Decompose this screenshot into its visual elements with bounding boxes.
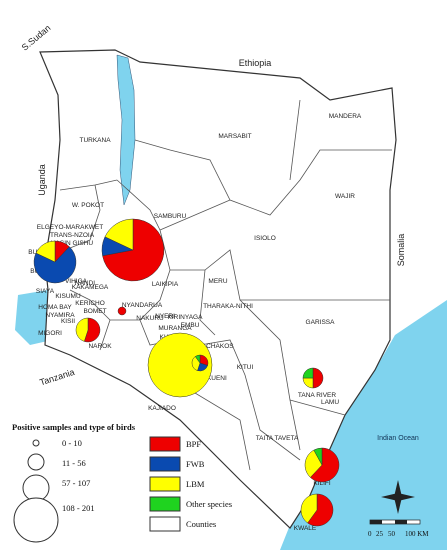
country-label: Uganda <box>37 164 47 196</box>
type-label: Counties <box>186 519 216 529</box>
county-label: LAMU <box>321 399 339 406</box>
type-swatch <box>149 456 181 472</box>
country-label: S.Sudan <box>20 23 53 53</box>
pie-slice <box>104 218 134 251</box>
size-label: 0 - 10 <box>62 438 82 448</box>
scale-bar: 0 25 50 100 KM <box>368 519 429 538</box>
county-label: NAKURU <box>136 315 164 322</box>
lake-victoria <box>15 290 52 345</box>
county-label: NYAMIRA <box>45 312 75 319</box>
pie-slice <box>194 354 201 364</box>
pie-slice <box>75 317 89 342</box>
size-symbol <box>13 497 59 543</box>
type-label: FWB <box>186 459 205 469</box>
pie-slice <box>310 447 340 483</box>
size-label: 108 - 201 <box>62 503 95 513</box>
legend: Positive samples and type of birds 0 - 1… <box>12 422 232 543</box>
pie-markers <box>33 218 340 527</box>
pie-slice <box>300 493 318 524</box>
county-label: THARAKA-NITHI <box>203 303 253 310</box>
county-label: GARISSA <box>306 319 336 326</box>
type-label: LBM <box>186 479 205 489</box>
county-label: SIAYA <box>36 288 55 295</box>
county-label: KISII <box>61 318 75 325</box>
pie-slice <box>35 240 56 263</box>
size-label: 11 - 56 <box>62 458 86 468</box>
county-label: TANA RIVER <box>298 392 336 399</box>
county-label: NANDI <box>75 280 95 287</box>
pie-slice <box>313 447 323 466</box>
country-label: Ethiopia <box>239 58 272 68</box>
county-labels: TURKANA MARSABIT MANDERA WAJIR W. POKOT SAMBU… <box>28 113 362 532</box>
county-label: MURANGA <box>158 325 192 332</box>
county-label: KISUMU <box>55 293 81 300</box>
county-label: MAKUENI <box>197 375 227 382</box>
north-arrow <box>381 480 415 514</box>
scale-label: 0 <box>368 530 372 538</box>
scale-label: 25 <box>376 530 384 538</box>
county-label: W. POKOT <box>72 202 104 209</box>
county-label: MARSABIT <box>218 133 251 140</box>
lake-turkana <box>116 54 136 206</box>
county-label: KAKAMEGA <box>72 284 109 291</box>
county-label: KAJIADO <box>148 405 176 412</box>
county-label: TURKANA <box>79 137 111 144</box>
type-swatch <box>149 496 181 512</box>
county-label: KWALE <box>294 525 317 532</box>
pie-slice <box>147 332 213 398</box>
type-swatch <box>149 436 181 452</box>
county-label: LAIKIPIA <box>152 281 179 288</box>
scale-label: 50 <box>388 530 396 538</box>
type-label: BPF <box>186 439 201 449</box>
county-label: KERICHO <box>75 300 105 307</box>
county-label: ISIOLO <box>254 235 276 242</box>
county-label: MIGORI <box>38 330 62 337</box>
county-label: MACHAKOS <box>196 343 234 350</box>
county-label: EMBU <box>181 322 200 329</box>
county-label: UASIN GISHU <box>51 240 94 247</box>
type-swatch <box>149 516 181 532</box>
county-label: NYANDARUA <box>122 302 163 309</box>
country-label: Indian Ocean <box>377 435 419 442</box>
pie-slice <box>307 493 334 527</box>
ocean <box>280 300 447 550</box>
size-symbol <box>32 439 40 447</box>
county-label: KILIFI <box>313 480 331 487</box>
county-label: WAJIR <box>335 193 355 200</box>
country-label: Somalia <box>396 234 406 267</box>
size-symbol <box>22 474 50 502</box>
county-label: ELGEYO-MARAKWET <box>37 224 103 231</box>
county-label: TAITA TAVETA <box>256 435 299 442</box>
type-label: Other species <box>186 499 232 509</box>
county-label: TRANS-NZOIA <box>50 232 95 239</box>
size-label: 57 - 107 <box>62 478 90 488</box>
county-label: SAMBURU <box>154 213 187 220</box>
county-boundaries <box>59 99 392 471</box>
county-label: MANDERA <box>329 113 362 120</box>
pie-slice <box>304 449 323 478</box>
county-label: NYERI <box>155 313 175 320</box>
legend-title: Positive samples and type of birds <box>12 422 136 432</box>
country-label: Tanzania <box>38 367 75 388</box>
pie-slice <box>302 367 314 379</box>
county-label: KITUI <box>237 364 254 371</box>
county-label: NAROK <box>88 343 112 350</box>
scale-label: 100 KM <box>405 530 429 538</box>
size-symbol <box>27 453 45 471</box>
type-swatch <box>149 476 181 492</box>
county-label: BOMET <box>83 308 106 315</box>
pie-slice <box>117 306 127 316</box>
county-label: KIRINYAGA <box>168 314 204 321</box>
pie-slice <box>33 246 77 284</box>
pie-slice <box>312 367 324 389</box>
county-label: VIHIGA <box>65 278 88 285</box>
county-label: HOMA BAY <box>38 304 72 311</box>
county-label: MERU <box>208 278 227 285</box>
